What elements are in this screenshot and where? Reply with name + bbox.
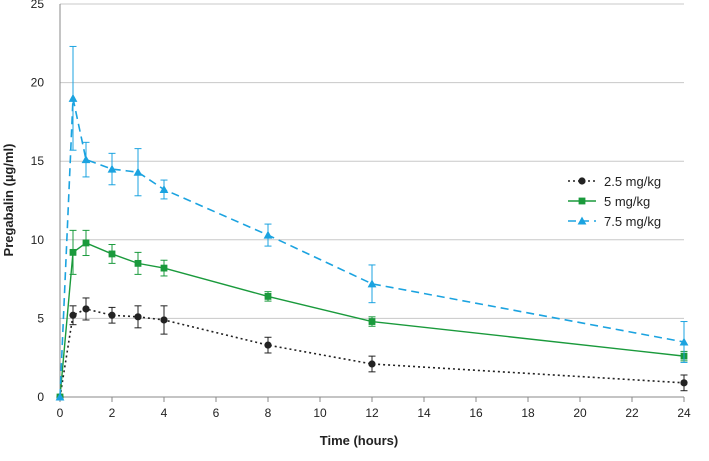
data-point [82,305,90,313]
legend-label: 2.5 mg/kg [604,174,661,189]
x-tick-label: 2 [109,406,116,420]
data-point [55,392,65,401]
data-point [368,318,376,325]
data-point [680,379,688,387]
x-tick-label: 22 [625,406,639,420]
series-line [59,98,685,398]
data-point [159,185,169,194]
x-axis-title: Time (hours) [320,433,399,448]
y-tick-label: 20 [31,76,45,90]
data-point [107,164,117,173]
series-0 [56,297,688,401]
data-point [68,93,78,102]
x-tick-label: 14 [417,406,431,420]
data-point [69,248,77,256]
x-tick-label: 18 [521,406,535,420]
x-tick-label: 0 [57,406,64,420]
data-point [160,316,168,324]
legend-label: 7.5 mg/kg [604,214,661,229]
legend-item: 2.5 mg/kg [568,174,661,189]
x-tick-label: 6 [213,406,220,420]
data-point [160,264,168,272]
series-1 [56,229,688,401]
data-point [264,341,272,349]
legend-marker [578,197,586,205]
data-point [134,259,142,267]
data-point [108,311,116,319]
data-point [82,239,90,247]
legend-label: 5 mg/kg [604,194,650,209]
x-tick-label: 10 [313,406,327,420]
legend-item: 5 mg/kg [568,194,650,209]
data-point [69,311,77,319]
series-2 [55,45,689,401]
data-point [367,279,377,288]
data-point [368,360,376,368]
y-tick-label: 25 [31,0,45,11]
y-tick-label: 5 [37,311,44,325]
y-tick-label: 15 [31,154,45,168]
series-layer [55,45,689,401]
x-tick-label: 8 [265,406,272,420]
x-tick-label: 12 [365,406,379,420]
y-tick-label: 10 [31,233,45,247]
data-point [263,230,273,239]
data-point [108,250,116,258]
legend-marker [578,177,586,185]
x-tick-label: 20 [573,406,587,420]
legend-marker [577,216,587,225]
y-axis-title: Pregabalin (µg/ml) [1,144,16,257]
data-point [679,337,689,346]
x-tick-label: 4 [161,406,168,420]
y-tick-label: 0 [37,390,44,404]
x-tick-label: 24 [677,406,691,420]
legend: 2.5 mg/kg 5 mg/kg 7.5 mg/kg [568,174,661,229]
data-point [134,313,142,321]
data-point [133,167,143,176]
data-point [264,292,272,300]
x-tick-label: 16 [469,406,483,420]
data-point [81,155,91,164]
legend-item: 7.5 mg/kg [568,214,661,229]
